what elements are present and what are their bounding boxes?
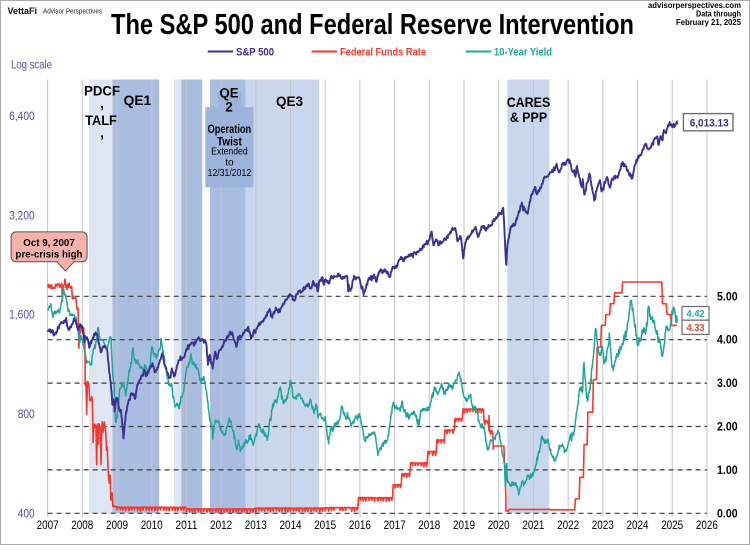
svg-text:QE1: QE1 bbox=[124, 93, 152, 108]
svg-text:6,400: 6,400 bbox=[9, 111, 35, 123]
svg-text:2009: 2009 bbox=[106, 520, 128, 532]
svg-text:2021: 2021 bbox=[522, 520, 544, 532]
svg-text:Federal Funds Rate: Federal Funds Rate bbox=[340, 47, 426, 59]
svg-text:Oct 9, 2007: Oct 9, 2007 bbox=[23, 237, 75, 249]
svg-text:800: 800 bbox=[18, 409, 35, 421]
svg-text:2014: 2014 bbox=[280, 520, 303, 532]
svg-text:2008: 2008 bbox=[71, 520, 93, 532]
svg-text:2016: 2016 bbox=[349, 520, 371, 532]
svg-text:& PPP: & PPP bbox=[510, 110, 547, 125]
svg-text:1,600: 1,600 bbox=[9, 310, 35, 322]
svg-text:0.00: 0.00 bbox=[717, 508, 738, 520]
svg-text:4.42: 4.42 bbox=[687, 308, 705, 320]
svg-text:2026: 2026 bbox=[696, 520, 718, 532]
svg-text:2023: 2023 bbox=[592, 520, 614, 532]
svg-text:2020: 2020 bbox=[488, 520, 510, 532]
svg-text:3.00: 3.00 bbox=[717, 378, 738, 390]
svg-text:4.00: 4.00 bbox=[717, 335, 738, 347]
svg-text:2011: 2011 bbox=[175, 520, 197, 532]
svg-text:QE: QE bbox=[219, 86, 238, 101]
svg-text:4.33: 4.33 bbox=[687, 322, 705, 334]
svg-text:S&P 500: S&P 500 bbox=[236, 47, 274, 59]
svg-text:Extended: Extended bbox=[211, 147, 248, 158]
svg-text:2022: 2022 bbox=[557, 520, 579, 532]
svg-text:TALF: TALF bbox=[85, 113, 117, 128]
svg-text:2015: 2015 bbox=[314, 520, 336, 532]
svg-text:2025: 2025 bbox=[661, 520, 683, 532]
svg-text:2010: 2010 bbox=[141, 520, 163, 532]
svg-text:2024: 2024 bbox=[627, 520, 650, 532]
svg-text:2007: 2007 bbox=[37, 520, 59, 532]
svg-text:The S&P 500 and Federal Reserv: The S&P 500 and Federal Reserve Interven… bbox=[111, 9, 634, 41]
svg-text:,: , bbox=[100, 96, 104, 111]
svg-text:6,013.13: 6,013.13 bbox=[690, 117, 729, 129]
svg-text:2013: 2013 bbox=[245, 520, 267, 532]
svg-text:2.00: 2.00 bbox=[717, 422, 738, 434]
svg-text:Twist: Twist bbox=[217, 135, 242, 149]
svg-text:1.00: 1.00 bbox=[717, 465, 738, 477]
svg-text:to: to bbox=[225, 158, 234, 169]
svg-text:Advisor Perspectives: Advisor Perspectives bbox=[43, 7, 102, 16]
svg-text:10-Year Yield: 10-Year Yield bbox=[494, 47, 552, 59]
svg-text:2019: 2019 bbox=[453, 520, 475, 532]
svg-text:400: 400 bbox=[18, 508, 35, 520]
svg-text:Operation: Operation bbox=[208, 122, 252, 136]
svg-text:12/31/2012: 12/31/2012 bbox=[208, 168, 252, 179]
svg-text:5.00: 5.00 bbox=[717, 291, 738, 303]
svg-text:pre-crisis high: pre-crisis high bbox=[16, 249, 83, 261]
svg-text:2018: 2018 bbox=[418, 520, 440, 532]
svg-text:Data through: Data through bbox=[696, 10, 741, 19]
svg-text:2012: 2012 bbox=[210, 520, 232, 532]
svg-text:3,200: 3,200 bbox=[9, 210, 35, 222]
svg-text:2: 2 bbox=[225, 100, 233, 115]
svg-text:CARES: CARES bbox=[507, 95, 551, 110]
svg-text:VettaFi: VettaFi bbox=[8, 6, 38, 16]
svg-text:2017: 2017 bbox=[384, 520, 406, 532]
svg-text:advisorperspectives.com: advisorperspectives.com bbox=[648, 1, 741, 10]
svg-text:Log scale: Log scale bbox=[11, 60, 52, 72]
svg-text:,: , bbox=[100, 126, 104, 141]
svg-text:PDCF: PDCF bbox=[84, 84, 120, 99]
svg-text:QE3: QE3 bbox=[276, 94, 303, 109]
svg-text:February 21, 2025: February 21, 2025 bbox=[676, 18, 742, 27]
